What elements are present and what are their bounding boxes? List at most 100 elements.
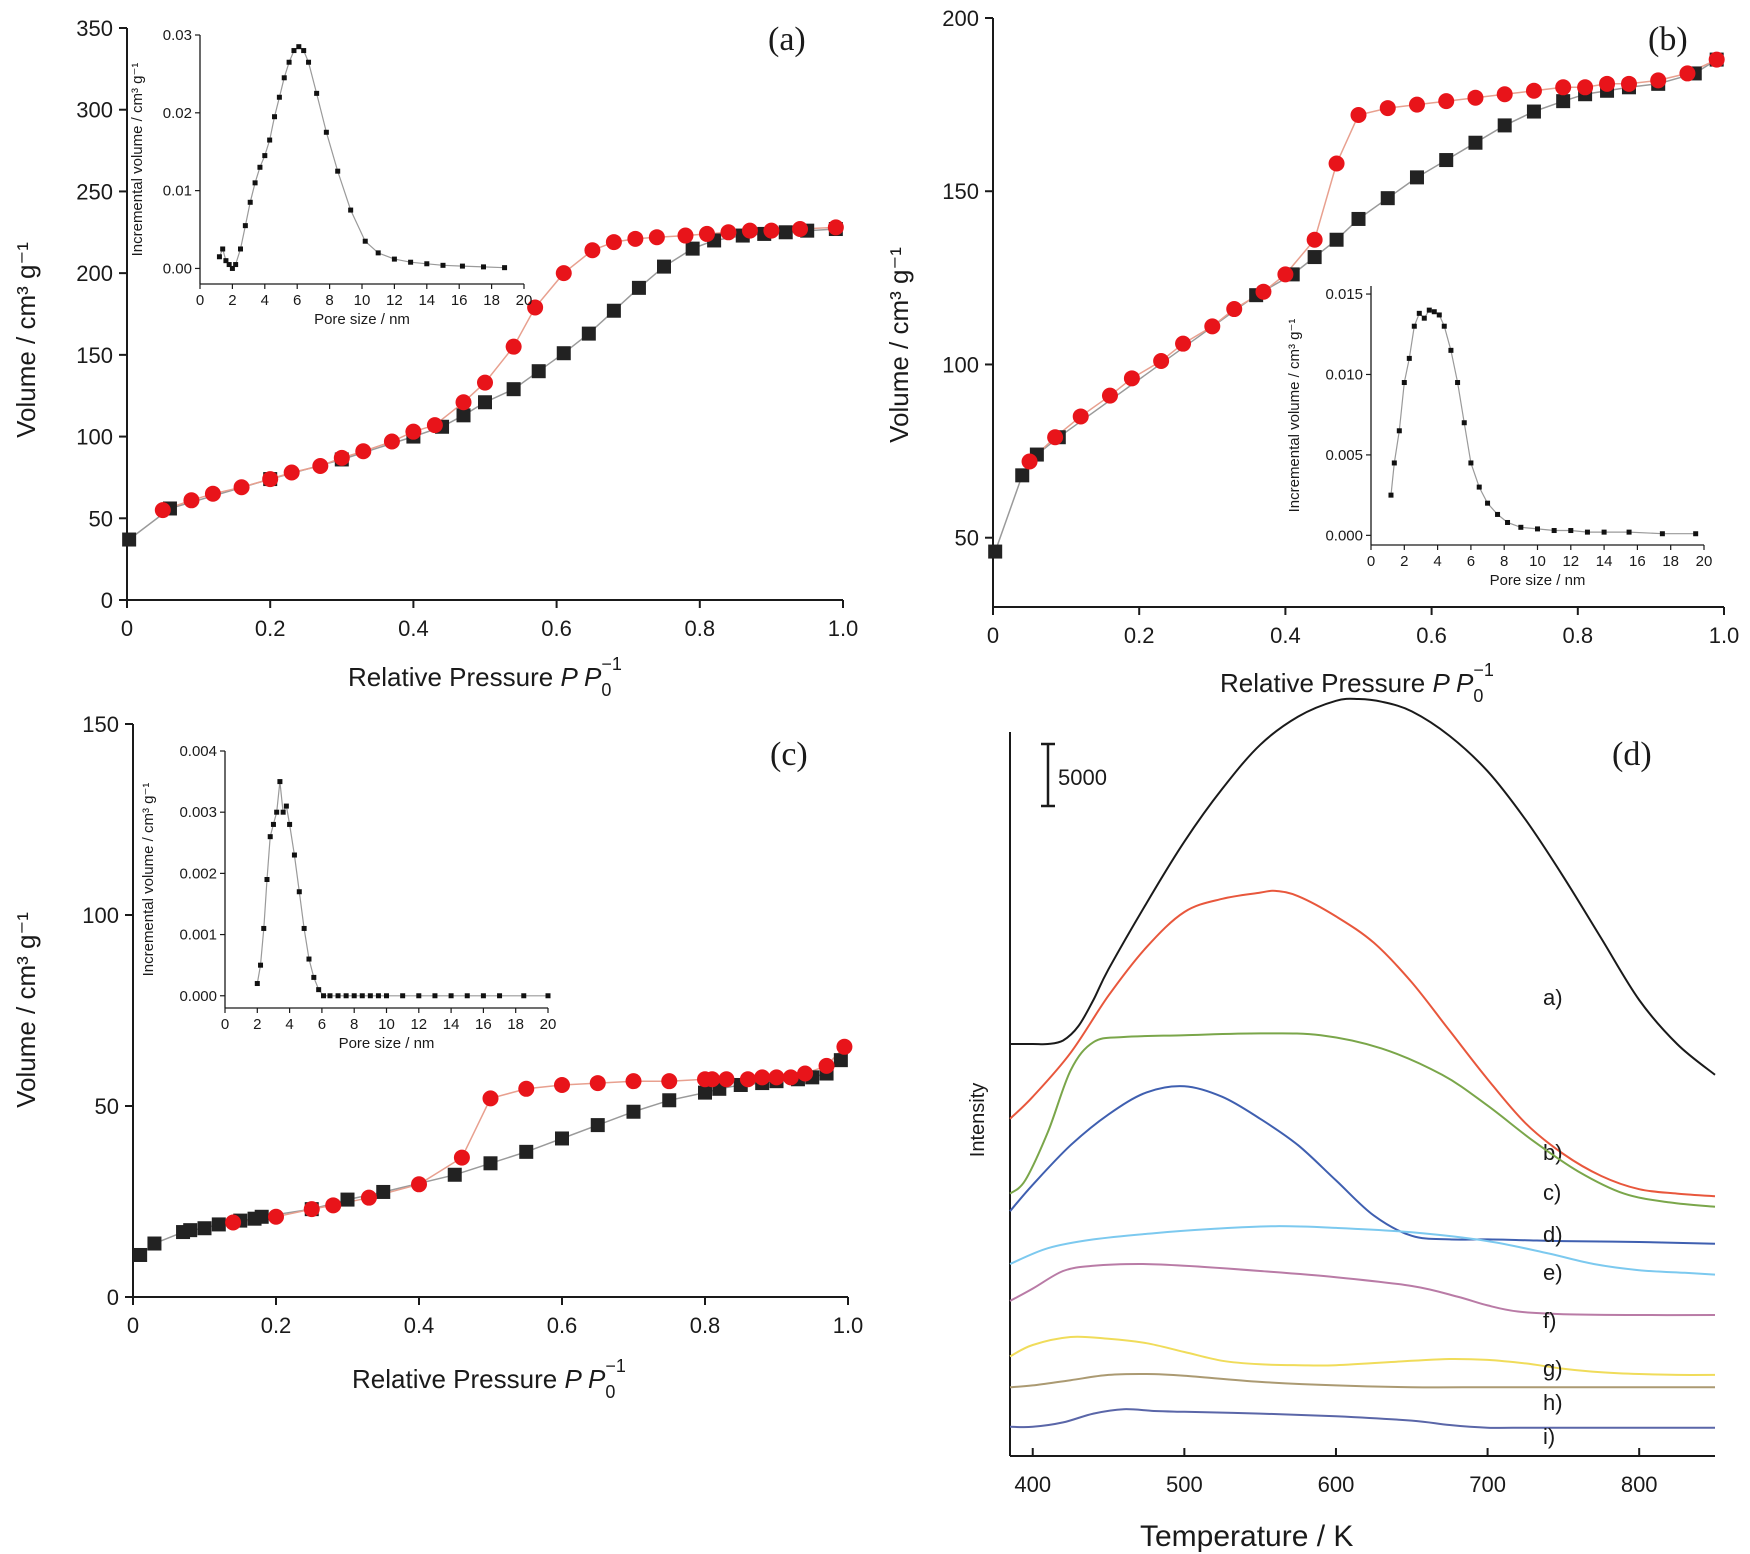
- panel-b-inset-point: [1659, 531, 1665, 537]
- panel-a-inset-point: [267, 137, 273, 143]
- panel-b-inset-ylabel: Incremental volume / cm³ g⁻¹: [1286, 319, 1303, 513]
- panel-c-desorption-point: [411, 1176, 427, 1193]
- panel-a-inset-point: [223, 258, 229, 264]
- panel-b-inset-x-tick-label: 10: [1529, 553, 1546, 570]
- panel-a-adsorption-point: [531, 364, 546, 379]
- panel-a-inset-point: [238, 246, 243, 252]
- panel-a-x-tick-label: 0.8: [685, 616, 716, 641]
- panel-b-adsorption-point: [1329, 232, 1344, 247]
- panel-c-inset-point: [335, 993, 341, 999]
- panel-a-inset-point: [301, 48, 307, 54]
- panel-b-inset-point: [1505, 519, 1511, 525]
- panel-a-desorption-point: [333, 449, 350, 466]
- panel-b-inset-point: [1568, 528, 1574, 534]
- panel-c-desorption-point: [836, 1038, 853, 1055]
- panel-c-desorption-point: [303, 1201, 320, 1218]
- panel-c-desorption-point: [661, 1073, 678, 1090]
- panel-a-desorption-point: [677, 227, 694, 244]
- panel-b-adsorption-point: [1556, 94, 1571, 109]
- panel-a-inset-y-tick-label: 0.02: [163, 105, 192, 122]
- panel-a-y-tick-label: 200: [76, 261, 113, 286]
- panel-c-inset-point: [327, 993, 333, 999]
- panel-a-inset-point: [348, 207, 354, 213]
- panel-c-inset-y-tick-label: 0.004: [179, 743, 217, 760]
- panel-b-x-tick-label: 0: [987, 623, 999, 648]
- panel-c-chart: (c) 0 0.2 0.4 0.6 0.8 1.0 0 50 100 150 0 2 4 6 8 10 12 14…: [11, 712, 863, 1402]
- panel-c-adsorption-point: [626, 1104, 641, 1119]
- panel-b-desorption-point: [1047, 429, 1064, 446]
- panel-c-adsorption-point: [590, 1118, 605, 1133]
- panel-c-x-tick-label: 0.8: [690, 1313, 721, 1338]
- panel-a-inset: 0 2 4 6 8 10 12 14 16 18 20 0.00 0.01 0.02 0.03 Pore si…: [129, 27, 532, 328]
- panel-c-inset-x-tick-label: 6: [318, 1016, 326, 1033]
- panel-b-inset-point: [1551, 528, 1557, 534]
- panel-c-inset-point: [480, 993, 486, 999]
- panel-b-desorption-point: [1204, 318, 1221, 335]
- panel-a-desorption-point: [648, 229, 665, 246]
- panel-d-curve-label-a: a): [1543, 985, 1563, 1010]
- panel-c-inset-point: [448, 993, 454, 999]
- panel-a-plot-area: 0 0.2 0.4 0.6 0.8 1.0 0 50 100 150 200 250 300 350 0 2 4…: [76, 16, 858, 641]
- panel-a-desorption-point: [555, 265, 572, 282]
- panel-a-desorption-point: [720, 224, 737, 241]
- panel-d-curve-label-d: d): [1543, 1222, 1563, 1247]
- panel-c-adsorption-point: [197, 1221, 212, 1236]
- panel-a-inset-point: [276, 94, 282, 100]
- panel-c-inset-point: [261, 925, 267, 931]
- panel-a-inset-point: [481, 264, 486, 270]
- panel-b-inset-x-tick-label: 2: [1400, 553, 1408, 570]
- panel-d-x-tick-label: 700: [1469, 1472, 1506, 1497]
- panel-c-desorption-point: [754, 1069, 771, 1086]
- panel-b-desorption-point: [1123, 370, 1140, 387]
- panel-a-inset-point: [459, 263, 465, 269]
- panel-a-adsorption-point: [506, 382, 521, 397]
- panel-c-inset: 0 2 4 6 8 10 12 14 16 18 20 0.000 0.001 0.002 0.003 0.0…: [140, 743, 556, 1052]
- panel-a-desorption-point: [477, 374, 493, 391]
- panel-d-curve-label-c: c): [1543, 1180, 1561, 1205]
- panel-b-inset-x-tick-label: 4: [1433, 553, 1441, 570]
- panel-c-x-tick-label: 0.2: [261, 1313, 292, 1338]
- panel-a-desorption-line: [162, 226, 836, 511]
- panel-c-inset-x-tick-label: 16: [475, 1016, 492, 1033]
- panel-a-desorption-point: [355, 443, 372, 460]
- panel-b-desorption-point: [1408, 96, 1425, 113]
- panel-a-inset-point: [424, 261, 430, 267]
- panel-a-inset-point: [229, 265, 235, 271]
- panel-b-inset-y-tick-label: 0.010: [1325, 366, 1363, 383]
- panel-b-adsorption-point: [1409, 170, 1424, 185]
- panel-c-inset-x-tick-label: 8: [350, 1016, 358, 1033]
- panel-a-x-tick-label: 1.0: [828, 616, 859, 641]
- panel-a-adsorption-point: [581, 326, 596, 341]
- panel-b-x-tick-label: 0.8: [1563, 623, 1594, 648]
- panel-c-inset-point: [545, 993, 551, 999]
- panel-a-inset-x-tick-label: 2: [228, 292, 236, 309]
- panel-b-adsorption-point: [1380, 191, 1395, 206]
- panel-a-inset-x-tick-label: 6: [293, 292, 301, 309]
- panel-a-inset-point: [216, 254, 222, 260]
- panel-b-inset-x-tick-label: 8: [1500, 553, 1508, 570]
- panel-b-inset-x-tick-label: 0: [1367, 553, 1375, 570]
- panel-c-xlabel-sub0: 0: [605, 1382, 615, 1402]
- panel-a-desorption-point: [605, 234, 622, 251]
- panel-b-inset-x-tick-label: 16: [1629, 553, 1646, 570]
- panel-c-desorption-point: [325, 1197, 342, 1214]
- panel-b-inset-point: [1626, 529, 1632, 535]
- panel-b-desorption-point: [1379, 100, 1396, 117]
- panel-d-curve-label-h: h): [1543, 1390, 1563, 1415]
- panel-b-x-tick-label: 0.6: [1416, 623, 1447, 648]
- panel-c-desorption-point: [797, 1065, 814, 1082]
- panel-b-inset-x-tick-label: 6: [1467, 553, 1475, 570]
- panel-b-y-tick-label: 100: [942, 352, 979, 377]
- panel-c-inset-x-tick-label: 12: [410, 1016, 427, 1033]
- panel-b-desorption-point: [1555, 79, 1572, 96]
- panel-d-curve-h: [1009, 1372, 1715, 1389]
- panel-a-desorption-point: [827, 219, 844, 236]
- panel-c-inset-point: [497, 993, 503, 999]
- panel-c-inset-xlabel: Pore size / nm: [339, 1035, 435, 1052]
- panel-c-desorption-point: [589, 1075, 606, 1092]
- panel-c-adsorption-point: [662, 1093, 677, 1108]
- panel-a-x-tick-label: 0.6: [541, 616, 572, 641]
- panel-b-inset-y-tick-label: 0.015: [1325, 286, 1363, 303]
- panel-a-inset-point: [296, 44, 302, 50]
